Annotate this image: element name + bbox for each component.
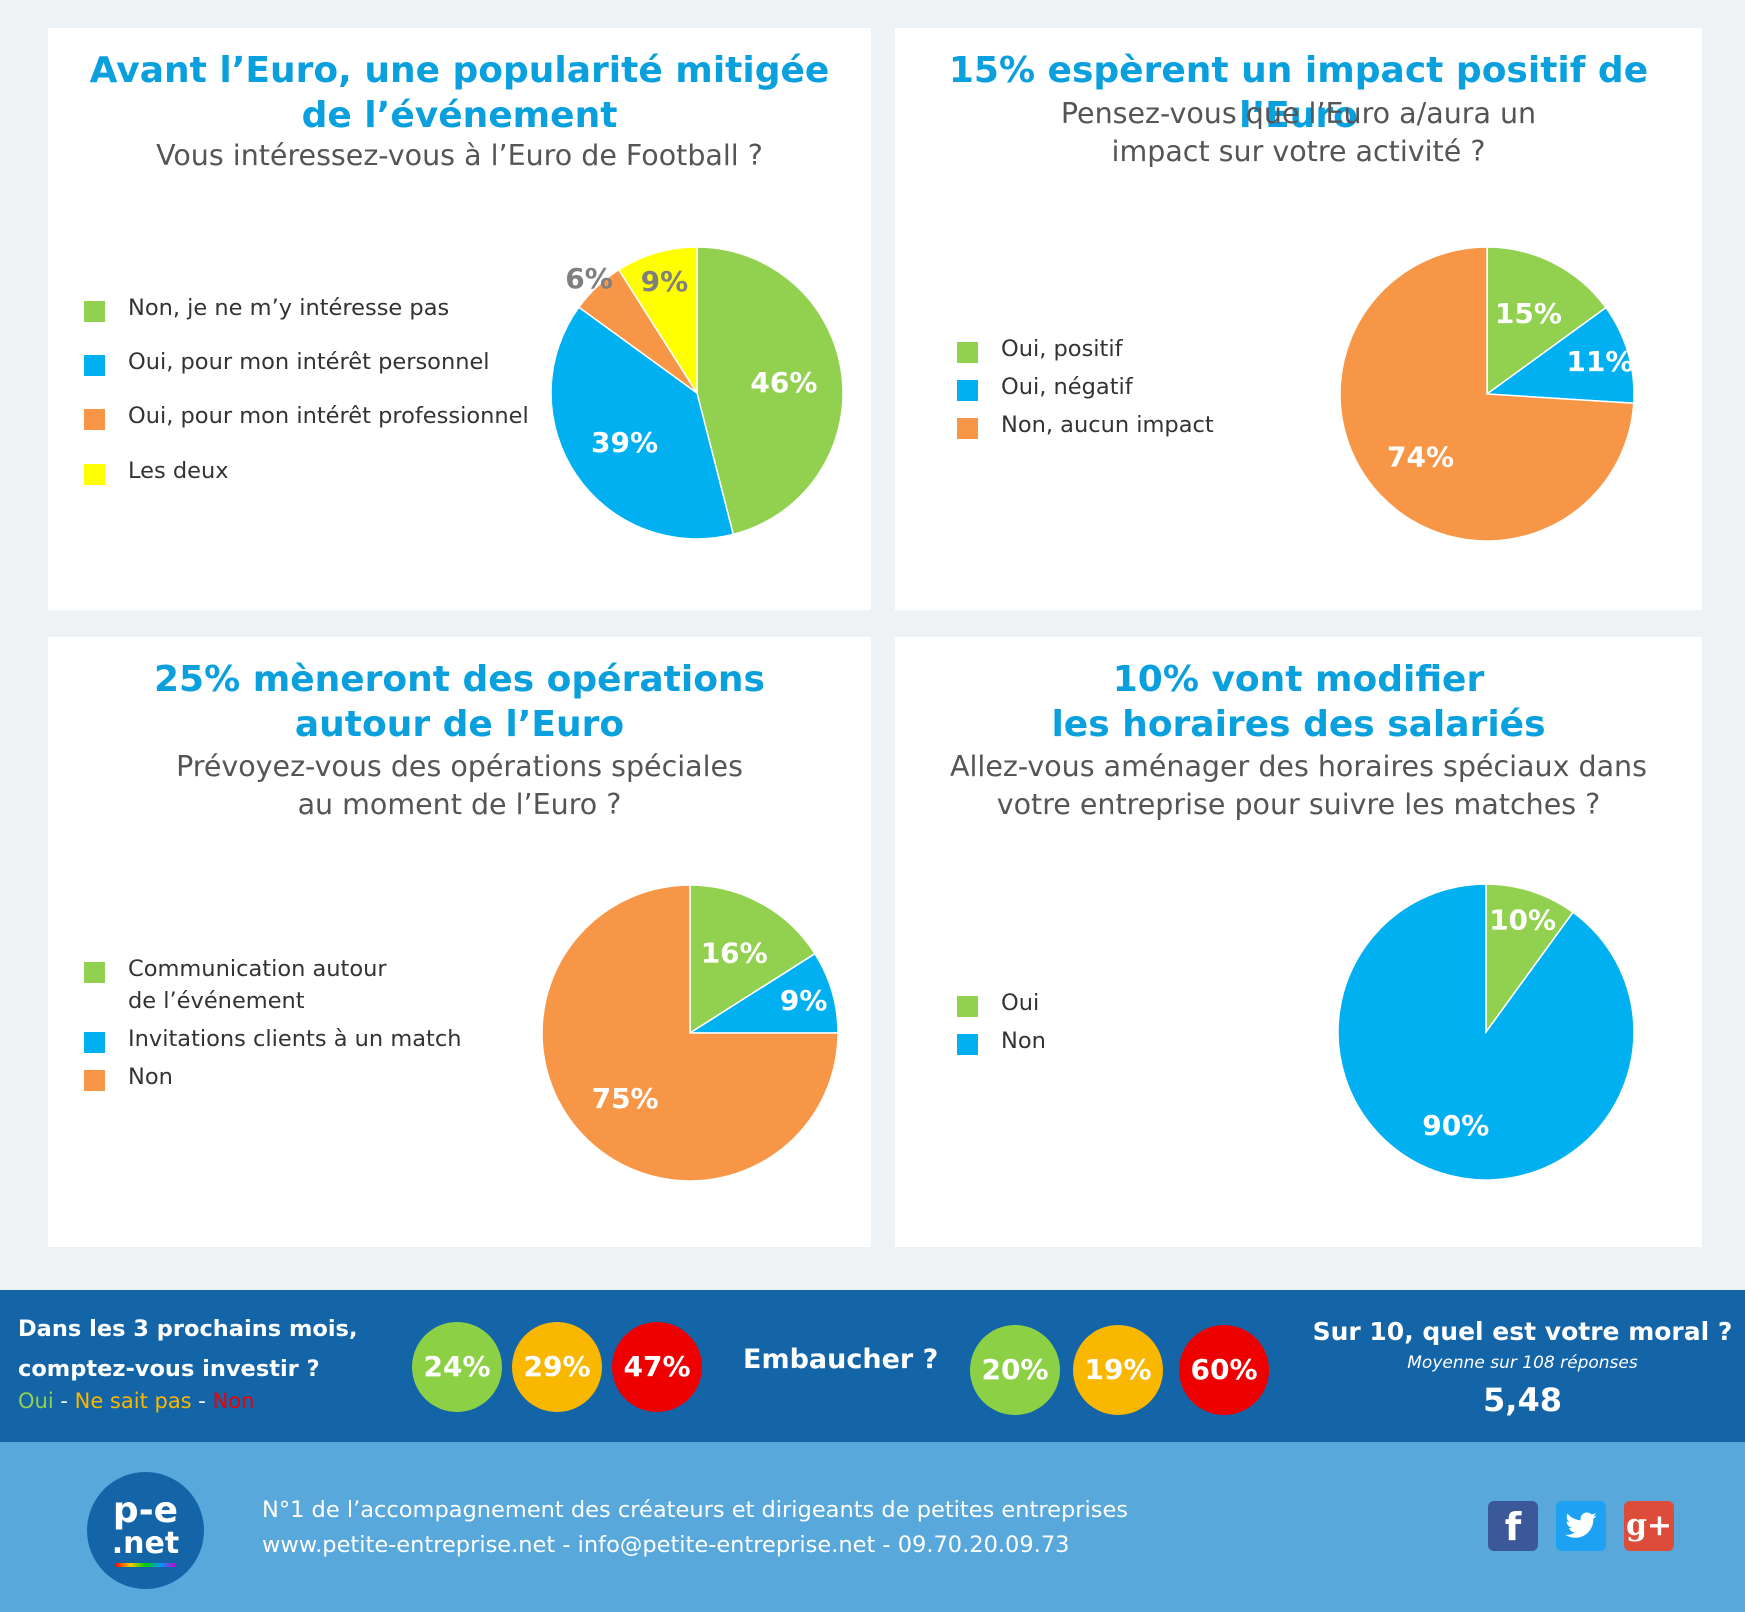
site-footer: p-e .net N°1 de l’accompagnement des cré… xyxy=(0,1442,1745,1612)
slice-label: 90% xyxy=(1422,1109,1489,1142)
moral-block: Sur 10, quel est votre moral ? Moyenne s… xyxy=(1300,1312,1745,1426)
invest-ne-sait-pas-circle: 29% xyxy=(512,1322,602,1412)
twitter-bird-shape xyxy=(1565,1512,1597,1538)
legend-swatch xyxy=(957,996,978,1017)
panel-subtitle: Pensez-vous que l’Euro a/aura un impact … xyxy=(1060,97,1537,168)
hire-ne-sait-pas-circle: 19% xyxy=(1073,1325,1163,1415)
invest-non-circle: 47% xyxy=(612,1322,702,1412)
chart-panel-operations: 25% mèneront des opérations autour de l’… xyxy=(48,637,871,1247)
panel-subtitle: Vous intéressez-vous à l’Euro de Footbal… xyxy=(156,139,763,172)
moral-note: Moyenne sur 108 réponses xyxy=(1407,1353,1638,1373)
facebook-icon[interactable]: f xyxy=(1488,1501,1538,1551)
pie-chart-impact: 15%11% 74% xyxy=(1339,246,1635,542)
legend-separator: - xyxy=(191,1389,213,1413)
pie-chart-operations: 16% 9% 75% xyxy=(541,884,839,1182)
pie-slice xyxy=(1484,306,1635,405)
pie-chart-hours: 10% 90% xyxy=(1337,883,1635,1181)
moral-question: Sur 10, quel est votre moral ? xyxy=(1312,1317,1733,1346)
legend-separator: - xyxy=(53,1389,75,1413)
footer-text: N°1 de l’accompagnement des créateurs et… xyxy=(262,1493,1128,1563)
hire-question: Embaucher ? xyxy=(743,1344,939,1375)
chart-panel-impact: 15% espèrent un impact positif de l’Euro… xyxy=(895,28,1702,610)
panel-subtitle: Prévoyez-vous des opérations spéciales a… xyxy=(176,750,743,821)
panel-title: 15% espèrent un impact positif de l’Euro xyxy=(948,50,1649,136)
pie-slice xyxy=(689,884,816,1035)
panel-subtitle: Allez-vous aménager des horaires spéciau… xyxy=(950,750,1647,821)
legend-non: Non xyxy=(212,1389,255,1413)
pie-slice xyxy=(1339,246,1635,542)
slice-label: 39% xyxy=(591,426,658,459)
panel-title: Avant l’Euro, une popularité mitigée de … xyxy=(89,50,830,136)
pie-slice xyxy=(687,952,839,1034)
legend-swatch xyxy=(84,962,105,983)
slice-label: 46% xyxy=(750,366,817,399)
footer-tagline: N°1 de l’accompagnement des créateurs et… xyxy=(262,1497,1129,1523)
survey-stats-band: Dans les 3 prochains mois, comptez-vous … xyxy=(0,1290,1745,1442)
legend-oui: Oui xyxy=(18,1389,54,1413)
hire-oui-circle: 20% xyxy=(970,1325,1060,1415)
legend-swatch xyxy=(957,1034,978,1055)
slice-label: 9% xyxy=(780,984,828,1017)
legend-swatch xyxy=(84,355,105,376)
slice-label: 75% xyxy=(592,1082,659,1115)
footer-contact[interactable]: www.petite-entreprise.net - info@petite-… xyxy=(262,1532,1070,1558)
chart-panel-hours: 10% vont modifier les horaires des salar… xyxy=(895,637,1702,1247)
chart-panel-interest: Avant l’Euro, une popularité mitigée de … xyxy=(48,28,871,610)
hire-non-circle: 60% xyxy=(1179,1325,1269,1415)
pie-slice xyxy=(617,246,698,396)
legend-swatch xyxy=(84,1032,105,1053)
pie-chart-interest: 46% 39% 6% 9% xyxy=(550,246,844,540)
legend-swatch xyxy=(84,1070,105,1091)
pie-slice xyxy=(550,306,735,540)
legend-swatch xyxy=(84,301,105,322)
slice-label: 16% xyxy=(701,937,768,970)
slice-label: 6% xyxy=(565,262,613,295)
legend-swatch xyxy=(84,409,105,430)
slice-label: 11% xyxy=(1566,345,1633,378)
moral-value: 5,48 xyxy=(1483,1381,1562,1419)
legend-swatch xyxy=(84,464,105,485)
pie-slice xyxy=(1337,883,1635,1181)
logo-rainbow-bar xyxy=(115,1563,176,1567)
pie-slice xyxy=(1485,883,1575,1035)
legend-swatch xyxy=(957,418,978,439)
twitter-icon[interactable] xyxy=(1556,1501,1606,1551)
slice-label: 15% xyxy=(1495,297,1562,330)
invest-oui-circle: 24% xyxy=(412,1322,502,1412)
pe-net-logo[interactable]: p-e .net xyxy=(87,1472,204,1589)
slice-label: 10% xyxy=(1489,903,1556,936)
invest-question: Dans les 3 prochains mois, comptez-vous … xyxy=(18,1316,358,1382)
pie-slice xyxy=(541,884,839,1182)
legend-swatch xyxy=(957,380,978,401)
pie-slice xyxy=(1486,246,1607,396)
google-plus-icon[interactable]: g+ xyxy=(1624,1501,1674,1551)
answer-legend: Oui - Ne sait pas - Non xyxy=(18,1389,254,1413)
panel-title: 25% mèneront des opérations autour de l’… xyxy=(154,659,765,745)
legend-ne-sait-pas: Ne sait pas xyxy=(74,1389,192,1413)
slice-label: 74% xyxy=(1387,440,1454,473)
slice-label: 9% xyxy=(641,265,689,298)
panel-title: 10% vont modifier les horaires des salar… xyxy=(1051,659,1546,745)
pie-slice xyxy=(696,246,844,536)
legend-swatch xyxy=(957,342,978,363)
